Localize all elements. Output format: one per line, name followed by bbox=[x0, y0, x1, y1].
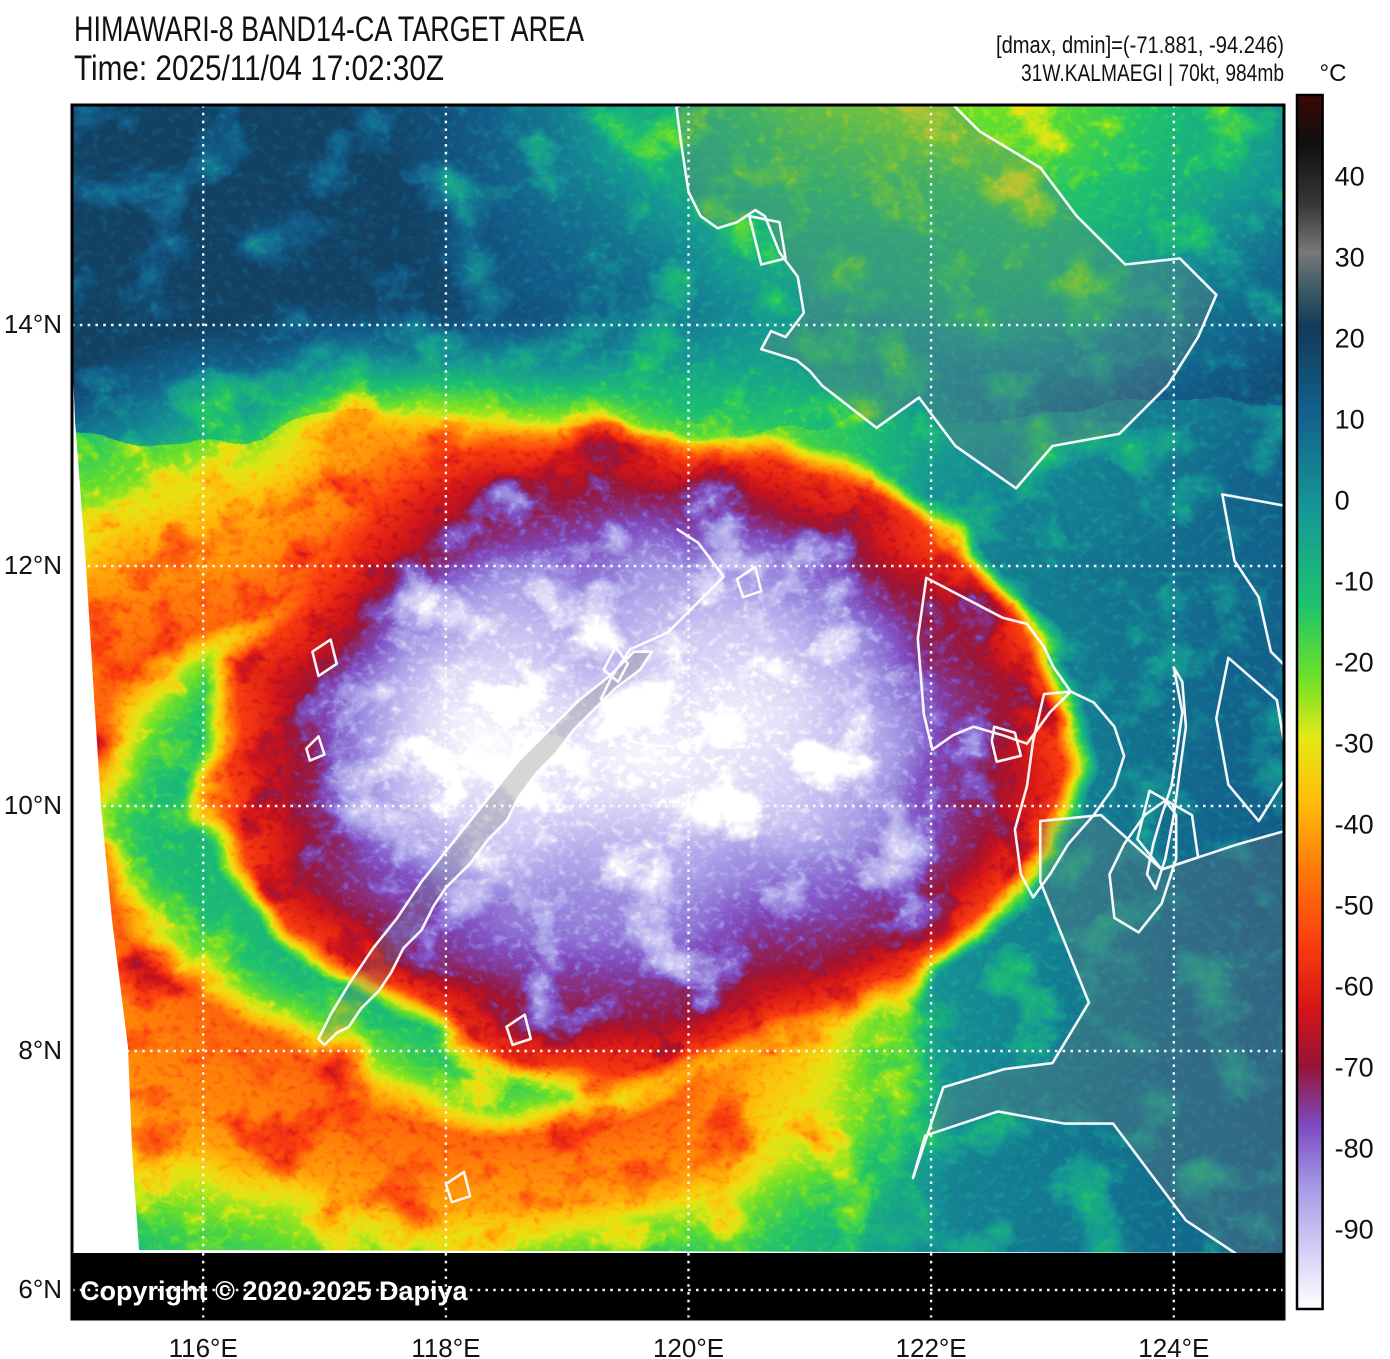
svg-text:-20: -20 bbox=[1335, 648, 1374, 678]
svg-text:118°E: 118°E bbox=[411, 1333, 480, 1359]
svg-text:0: 0 bbox=[1335, 486, 1350, 516]
svg-text:20: 20 bbox=[1335, 324, 1365, 354]
svg-text:124°E: 124°E bbox=[1138, 1333, 1209, 1359]
svg-text:-60: -60 bbox=[1335, 972, 1374, 1002]
svg-text:°C: °C bbox=[1320, 60, 1347, 87]
svg-text:-30: -30 bbox=[1335, 729, 1374, 759]
svg-text:10: 10 bbox=[1335, 405, 1365, 435]
svg-text:30: 30 bbox=[1335, 243, 1365, 273]
svg-text:HIMAWARI-8 BAND14-CA TARGET AR: HIMAWARI-8 BAND14-CA TARGET AREA bbox=[74, 10, 584, 49]
svg-text:6°N: 6°N bbox=[18, 1274, 62, 1304]
svg-text:-50: -50 bbox=[1335, 891, 1374, 921]
svg-text:Copyright © 2020-2025 Dapiya: Copyright © 2020-2025 Dapiya bbox=[80, 1276, 469, 1306]
svg-text:116°E: 116°E bbox=[169, 1333, 238, 1359]
svg-text:Time: 2025/11/04 17:02:30Z: Time: 2025/11/04 17:02:30Z bbox=[74, 49, 444, 88]
svg-text:-80: -80 bbox=[1335, 1134, 1374, 1164]
svg-text:-90: -90 bbox=[1335, 1215, 1374, 1245]
svg-text:[dmax, dmin]=(-71.881, -94.246: [dmax, dmin]=(-71.881, -94.246) bbox=[996, 32, 1284, 59]
svg-text:12°N: 12°N bbox=[4, 550, 62, 580]
svg-text:31W.KALMAEGI | 70kt, 984mb: 31W.KALMAEGI | 70kt, 984mb bbox=[1021, 60, 1284, 87]
svg-text:40: 40 bbox=[1335, 162, 1365, 192]
svg-text:-70: -70 bbox=[1335, 1053, 1374, 1083]
svg-text:8°N: 8°N bbox=[18, 1035, 62, 1065]
svg-text:-40: -40 bbox=[1335, 810, 1374, 840]
svg-text:10°N: 10°N bbox=[4, 790, 62, 820]
svg-text:-10: -10 bbox=[1335, 567, 1374, 597]
svg-text:120°E: 120°E bbox=[653, 1333, 724, 1359]
svg-text:122°E: 122°E bbox=[896, 1333, 967, 1359]
svg-text:14°N: 14°N bbox=[4, 309, 62, 339]
